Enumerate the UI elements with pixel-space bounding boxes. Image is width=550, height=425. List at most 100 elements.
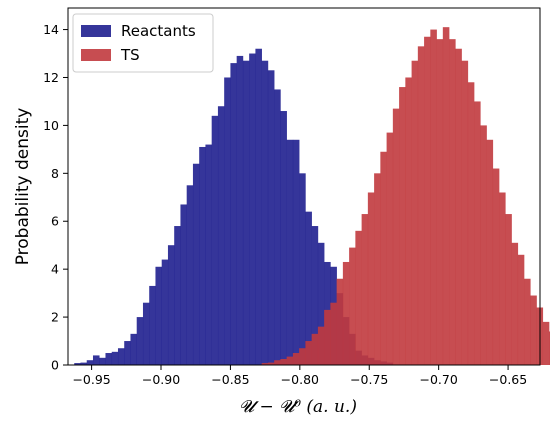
histogram-bar xyxy=(361,214,369,365)
x-tick-label: −0.75 xyxy=(350,372,388,387)
histogram-bar xyxy=(74,363,81,365)
histogram-bar xyxy=(261,60,269,365)
histogram-bar xyxy=(224,77,231,366)
histogram-bar xyxy=(474,101,481,365)
y-tick-label: 12 xyxy=(43,70,59,85)
x-tick-label: −0.85 xyxy=(211,372,249,387)
histogram-bar xyxy=(280,111,287,365)
histogram-bar xyxy=(174,226,181,365)
histogram-bar xyxy=(230,63,237,365)
histogram-bar xyxy=(305,341,312,365)
histogram-bar xyxy=(292,139,300,365)
histogram-bar xyxy=(292,353,300,365)
histogram-bar xyxy=(349,247,356,365)
x-tick-label: −0.70 xyxy=(420,372,458,387)
histogram-bar xyxy=(499,192,506,365)
histogram-bar xyxy=(486,139,494,365)
histogram-bar xyxy=(461,60,469,365)
histogram-bar xyxy=(192,163,200,365)
histogram-bar xyxy=(417,46,425,365)
histogram-bar xyxy=(449,39,456,366)
histogram-bar xyxy=(380,151,387,365)
x-tick-label: −0.90 xyxy=(142,372,180,387)
histogram-bar xyxy=(217,106,225,366)
histogram-bar xyxy=(492,168,500,365)
x-tick-label: −0.95 xyxy=(72,372,110,387)
histogram-bar xyxy=(255,48,262,366)
histogram-bar xyxy=(199,146,206,365)
histogram-bar xyxy=(399,87,406,366)
histogram-bar xyxy=(330,302,337,365)
histogram-bar xyxy=(324,309,331,365)
histogram-bar xyxy=(505,214,512,365)
histogram-bar xyxy=(342,261,350,365)
histogram-bar xyxy=(311,226,319,365)
y-tick-label: 14 xyxy=(43,22,59,37)
x-tick-label: −0.65 xyxy=(489,372,527,387)
bars-layer xyxy=(74,27,550,366)
histogram-bar xyxy=(530,295,537,365)
y-axis-label: Probability density xyxy=(13,108,33,266)
y-ticks: 0 2 4 6 8 10 12 14 xyxy=(43,22,68,373)
histogram-bar xyxy=(249,53,256,365)
histogram-bar xyxy=(80,362,88,365)
histogram-bar xyxy=(442,27,450,365)
histogram-bar xyxy=(211,115,219,366)
histogram-bar xyxy=(367,192,375,365)
series-ts xyxy=(261,27,550,366)
histogram-bar xyxy=(186,185,194,365)
histogram-bar xyxy=(274,360,281,365)
histogram-bar xyxy=(286,356,294,365)
histogram-bar xyxy=(161,259,169,365)
histogram-bar xyxy=(317,242,325,365)
histogram-bar xyxy=(317,326,325,365)
x-tick-label: −0.80 xyxy=(281,372,319,387)
histogram-bar xyxy=(267,70,275,366)
histogram-bar xyxy=(305,211,312,365)
histogram-bar xyxy=(411,60,419,365)
legend-swatch xyxy=(81,25,111,37)
histogram-bar xyxy=(105,353,113,365)
histogram-bar xyxy=(267,362,275,365)
histogram-bar xyxy=(436,39,444,366)
histogram-bar xyxy=(261,363,269,365)
histogram-bar xyxy=(86,360,94,365)
plot-frame xyxy=(67,7,541,366)
histogram-bar xyxy=(136,317,144,365)
histogram-bar xyxy=(236,55,244,365)
histogram-bar xyxy=(130,333,138,365)
histogram-bar xyxy=(386,132,394,365)
legend-swatch xyxy=(81,49,111,61)
histogram-bar xyxy=(311,333,319,365)
histogram-bar xyxy=(517,254,525,365)
histogram-bar xyxy=(455,48,462,366)
histogram-bar xyxy=(374,173,381,365)
histogram-bar xyxy=(274,89,281,366)
histogram-bar xyxy=(424,36,431,365)
y-tick-label: 2 xyxy=(51,310,59,325)
histogram-bar xyxy=(180,204,187,365)
x-ticks: −0.95 −0.90 −0.85 −0.80 −0.75 −0.70 −0.65 xyxy=(72,365,527,387)
histogram-bar xyxy=(299,173,306,365)
histogram-bar xyxy=(117,348,125,365)
histogram-bar xyxy=(336,278,344,365)
legend-label: Reactants xyxy=(121,22,196,40)
y-tick-label: 8 xyxy=(51,166,59,181)
histogram-bar xyxy=(205,144,212,365)
histogram-bar xyxy=(480,125,487,366)
histogram-bar xyxy=(155,266,163,365)
histogram-bar xyxy=(299,348,306,365)
y-tick-label: 10 xyxy=(43,118,59,133)
y-tick-label: 4 xyxy=(51,262,59,277)
histogram-bar xyxy=(467,82,475,365)
histogram-bar xyxy=(430,29,437,366)
histogram-bar xyxy=(242,60,250,365)
histogram-bar xyxy=(355,230,362,365)
legend-label: TS xyxy=(120,46,140,64)
histogram-bar xyxy=(511,242,519,365)
histogram-bar xyxy=(392,108,400,366)
y-tick-label: 6 xyxy=(51,214,59,229)
histogram-bar xyxy=(542,321,550,365)
histogram-bar xyxy=(99,357,106,365)
